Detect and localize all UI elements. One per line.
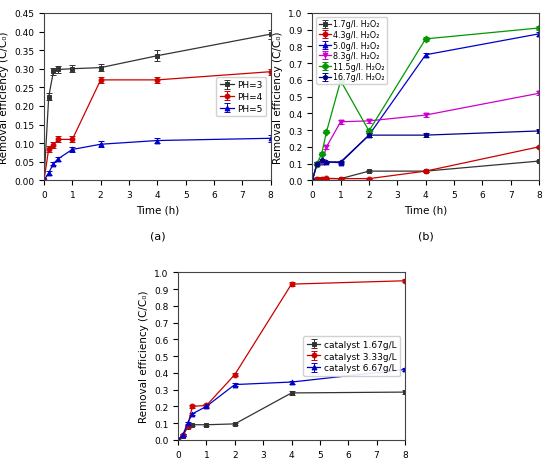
Y-axis label: Removal efficiency (C/C₀): Removal efficiency (C/C₀)	[0, 31, 9, 163]
Text: (b): (b)	[418, 231, 433, 241]
X-axis label: Time (h): Time (h)	[136, 205, 179, 215]
Legend: PH=3, PH=4, PH=5: PH=3, PH=4, PH=5	[216, 78, 266, 117]
Legend: catalyst 1.67g/L, catalyst 3.33g/L, catalyst 6.67g/L: catalyst 1.67g/L, catalyst 3.33g/L, cata…	[304, 337, 400, 376]
Text: (a): (a)	[150, 231, 165, 241]
Y-axis label: Removal efficiency (C/C₀): Removal efficiency (C/C₀)	[139, 290, 148, 422]
Y-axis label: Removal efficiency (C/C₀): Removal efficiency (C/C₀)	[273, 31, 283, 163]
Legend: 1.7g/l. H₂O₂, 4.3g/l. H₂O₂, 5.0g/l. H₂O₂, 8.3g/l. H₂O₂, 11.5g/l. H₂O₂, 16.7g/l. : 1.7g/l. H₂O₂, 4.3g/l. H₂O₂, 5.0g/l. H₂O₂…	[316, 18, 387, 85]
X-axis label: Time (h): Time (h)	[404, 205, 447, 215]
